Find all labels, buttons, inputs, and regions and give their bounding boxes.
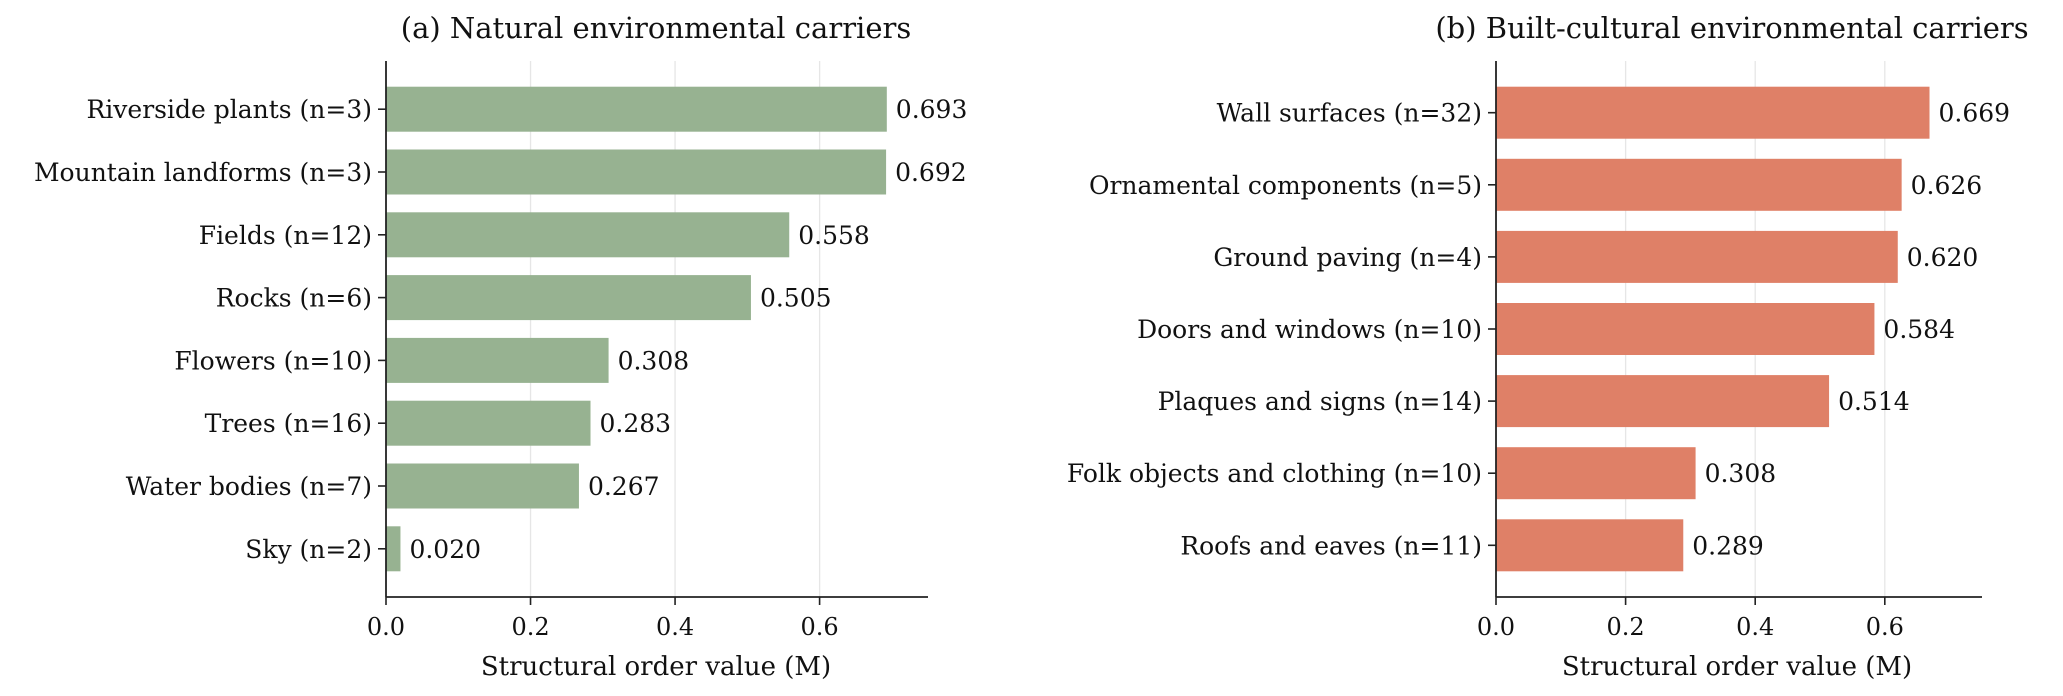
bar — [386, 526, 401, 572]
value-label: 0.308 — [1705, 459, 1777, 488]
category-label: Roofs and eaves (n=11) — [1180, 531, 1482, 560]
bar-series: 0.669 0.626 0.620 0.584 0.514 0.308 0.289 — [1496, 86, 2011, 572]
category-label: Trees (n=16) — [205, 409, 372, 438]
bar — [1496, 447, 1696, 500]
value-label: 0.693 — [896, 95, 968, 124]
bar — [386, 463, 579, 509]
category-label: Riverside plants (n=3) — [86, 95, 372, 124]
category-label: Rocks (n=6) — [216, 284, 372, 313]
x-tick-label: 0.2 — [1607, 613, 1645, 641]
bar — [1496, 375, 1830, 428]
value-label: 0.669 — [1939, 99, 2011, 128]
bar — [1496, 86, 1930, 139]
category-label: Wall surfaces (n=32) — [1217, 99, 1482, 128]
x-tick-label: 0.0 — [367, 613, 405, 641]
category-label: Mountain landforms (n=3) — [34, 158, 372, 187]
value-label: 0.514 — [1838, 387, 1910, 416]
value-label: 0.584 — [1883, 315, 1955, 344]
x-tick-label: 0.6 — [1866, 613, 1904, 641]
bar — [1496, 519, 1684, 572]
axes: Riverside plants (n=3) Mountain landforms… — [34, 61, 928, 641]
bar — [386, 275, 751, 321]
value-label: 0.308 — [618, 346, 690, 375]
x-tick-label: 0.6 — [801, 613, 839, 641]
category-label: Flowers (n=10) — [174, 346, 372, 375]
value-label: 0.558 — [798, 221, 870, 250]
category-label: Fields (n=12) — [199, 221, 372, 250]
bar — [386, 400, 591, 446]
panel-built-cultural-carriers: (b) Built-cultural environmental carrier… — [1067, 11, 2029, 682]
category-label: Ground paving (n=4) — [1213, 243, 1482, 272]
category-label: Ornamental components (n=5) — [1089, 171, 1482, 200]
x-tick-label: 0.4 — [656, 613, 694, 641]
value-label: 0.620 — [1907, 243, 1979, 272]
category-label: Plaques and signs (n=14) — [1158, 387, 1482, 416]
x-tick-label: 0.2 — [511, 613, 549, 641]
category-label: Water bodies (n=7) — [126, 472, 372, 501]
x-tick-label: 0.4 — [1736, 613, 1774, 641]
value-label: 0.020 — [409, 535, 481, 564]
bar — [1496, 230, 1898, 283]
panel-natural-carriers: (a) Natural environmental carriers 0.693… — [34, 11, 967, 682]
x-axis-label: Structural order value (M) — [481, 652, 831, 682]
value-label: 0.289 — [1692, 531, 1764, 560]
panel-title: (b) Built-cultural environmental carrier… — [1435, 11, 2028, 45]
value-label: 0.505 — [760, 284, 832, 313]
bar — [1496, 303, 1875, 355]
bar — [386, 86, 887, 132]
x-tick-label: 0.0 — [1477, 613, 1515, 641]
value-label: 0.692 — [895, 158, 967, 187]
bar — [386, 337, 609, 383]
bar — [386, 149, 887, 195]
axes: Wall surfaces (n=32) Ornamental component… — [1067, 61, 1982, 641]
grid-lines — [529, 61, 821, 597]
category-label: Doors and windows (n=10) — [1137, 315, 1482, 344]
category-label: Folk objects and clothing (n=10) — [1067, 459, 1482, 488]
value-label: 0.283 — [600, 409, 672, 438]
category-label: Sky (n=2) — [245, 535, 372, 564]
value-label: 0.626 — [1911, 171, 1983, 200]
bar-series: 0.693 0.692 0.558 0.505 0.308 0.283 0.267 0.020 — [386, 86, 968, 572]
bar — [386, 212, 790, 258]
panel-title: (a) Natural environmental carriers — [401, 11, 912, 45]
x-axis-label: Structural order value (M) — [1562, 652, 1912, 682]
bar — [1496, 158, 1902, 211]
value-label: 0.267 — [588, 472, 660, 501]
